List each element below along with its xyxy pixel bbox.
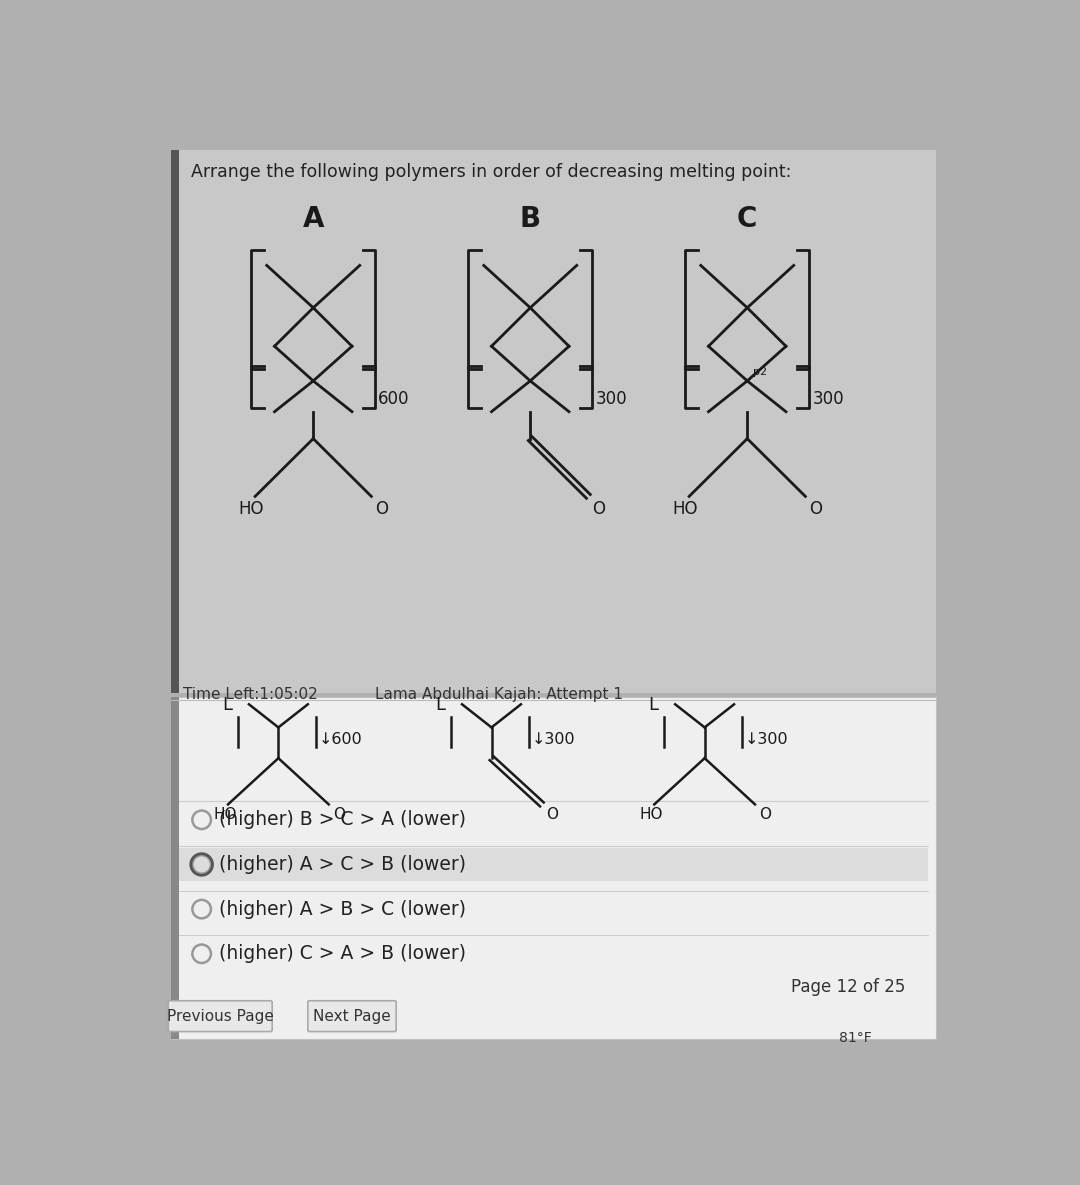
Text: ↓300: ↓300 [531, 731, 576, 747]
Text: (higher) A > B > C (lower): (higher) A > B > C (lower) [218, 899, 465, 918]
Text: B: B [519, 205, 541, 233]
Text: L: L [648, 696, 658, 713]
Text: Page 12 of 25: Page 12 of 25 [791, 978, 905, 995]
Text: ↓600: ↓600 [319, 731, 363, 747]
Text: HO: HO [239, 500, 264, 518]
Text: O: O [759, 807, 771, 822]
Text: O: O [809, 500, 822, 518]
Text: (higher) A > C > B (lower): (higher) A > C > B (lower) [218, 854, 465, 875]
Text: L: L [435, 696, 445, 713]
Text: ↓300: ↓300 [745, 731, 788, 747]
Text: Lama Abdulhai Kajah: Attempt 1: Lama Abdulhai Kajah: Attempt 1 [375, 687, 623, 702]
Text: HO: HO [673, 500, 698, 518]
Text: C: C [737, 205, 757, 233]
Text: (higher) B > C > A (lower): (higher) B > C > A (lower) [218, 811, 465, 830]
Text: HO: HO [213, 807, 237, 822]
FancyBboxPatch shape [308, 1001, 396, 1032]
Text: O: O [545, 807, 557, 822]
Text: Next Page: Next Page [313, 1008, 391, 1024]
Text: (higher) C > A > B (lower): (higher) C > A > B (lower) [218, 944, 465, 963]
Text: 81°F: 81°F [839, 1031, 872, 1045]
Text: Time Left:1:05:02: Time Left:1:05:02 [183, 687, 318, 702]
Text: A: A [302, 205, 324, 233]
Text: O: O [375, 500, 388, 518]
Text: HO: HO [639, 807, 663, 822]
Text: 300: 300 [812, 390, 843, 408]
Bar [172, 149, 179, 693]
Text: 600: 600 [378, 390, 409, 408]
Text: p2: p2 [754, 367, 768, 377]
FancyBboxPatch shape [168, 1001, 272, 1032]
Text: 300: 300 [595, 390, 627, 408]
Bar [172, 697, 935, 1039]
Bar [172, 149, 935, 693]
Text: L: L [221, 696, 232, 713]
Text: Previous Page: Previous Page [166, 1008, 273, 1024]
Text: Arrange the following polymers in order of decreasing melting point:: Arrange the following polymers in order … [191, 164, 792, 181]
Bar [179, 847, 928, 882]
Text: O: O [333, 807, 345, 822]
Text: O: O [592, 500, 605, 518]
Bar [172, 697, 179, 1039]
